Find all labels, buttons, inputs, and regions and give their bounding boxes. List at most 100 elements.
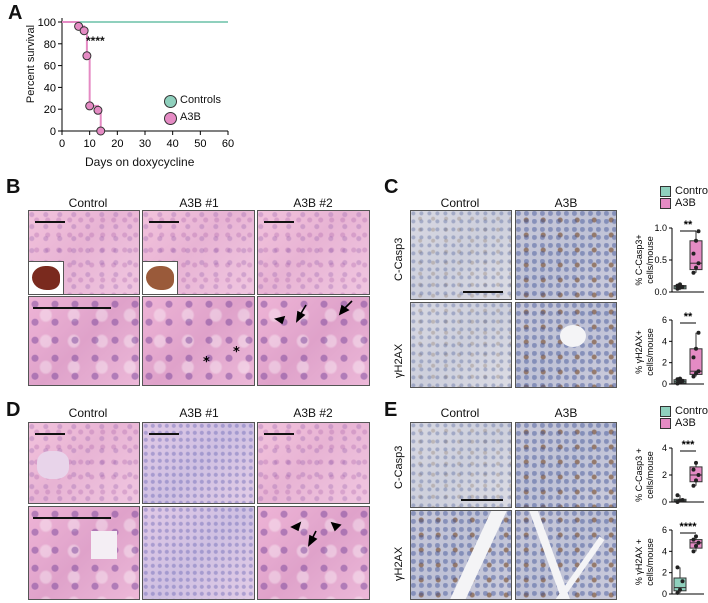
- scale-bar: [461, 499, 503, 501]
- panel-e-row-gh2ax: γH2AX: [393, 546, 405, 581]
- panel-d-col-a3b2: A3B #2: [293, 406, 333, 420]
- panel-c-col-control: Control: [440, 196, 480, 210]
- legend-a3b-label: A3B: [180, 111, 201, 123]
- islet: [91, 531, 117, 559]
- arrowhead-icon: [330, 521, 342, 532]
- data-point: [691, 549, 696, 554]
- arrow-head-icon: [307, 534, 318, 547]
- y-tick-label: 6: [662, 315, 667, 325]
- y-tick-label: 0: [50, 126, 56, 138]
- data-point: [696, 473, 701, 477]
- histology-d-a3b1-high: [142, 506, 255, 600]
- y-tick-label: 100: [38, 17, 56, 29]
- legend-a3b-swatch: [660, 198, 671, 209]
- arrow-annotations: [274, 300, 353, 325]
- data-point: [696, 369, 701, 374]
- scale-bar: [33, 307, 111, 309]
- scale-bar: [264, 221, 294, 223]
- panel-b-col-control: Control: [68, 196, 108, 210]
- histology-b-a3b2-high: [257, 296, 370, 386]
- liver-inset-control: [29, 261, 64, 294]
- y-tick-label: 6: [662, 525, 667, 535]
- arrow-head-icon: [295, 310, 306, 323]
- data-point: [85, 101, 95, 111]
- y-tick-label: 0: [662, 379, 667, 389]
- y-tick-label: 80: [44, 39, 56, 51]
- histology-b-a3b1-low: [142, 210, 255, 295]
- histology-b-control-low: [28, 210, 140, 295]
- data-point: [696, 540, 701, 545]
- y-tick-label: 4: [662, 336, 667, 346]
- data-point: [696, 229, 701, 234]
- data-point: [694, 534, 698, 539]
- data-point: [82, 51, 92, 61]
- data-point: [678, 587, 682, 592]
- legend-control-label: Control: [675, 185, 708, 197]
- vessel-lumen: [553, 536, 605, 599]
- y-tick-label: 20: [44, 104, 56, 116]
- y-axis-label: % C-Casp3+cells/mouse: [634, 234, 655, 285]
- panel-d-col-control: Control: [68, 406, 108, 420]
- data-point: [691, 355, 696, 360]
- x-tick-label: 0: [59, 138, 65, 150]
- ihc-c-control-ccasp3: [410, 210, 512, 300]
- panel-b-col-a3b2: A3B #2: [293, 196, 333, 210]
- survival-significance: ****: [86, 34, 105, 48]
- data-point: [696, 261, 701, 266]
- histology-b-control-high: [28, 296, 140, 386]
- y-tick-label: 0.5: [654, 255, 667, 265]
- y-tick-label: 2: [662, 470, 667, 480]
- histology-d-a3b2-low: [257, 422, 370, 504]
- liver-image: [32, 266, 60, 290]
- y-tick-label: 40: [44, 82, 56, 94]
- scale-bar: [33, 517, 111, 519]
- panel-b-col-a3b1: A3B #1: [179, 196, 219, 210]
- ihc-c-a3b-ccasp3: [515, 210, 617, 300]
- ihc-e-control-ccasp3: [410, 422, 512, 508]
- vessel-lumen: [560, 325, 586, 347]
- significance-label: **: [684, 311, 693, 323]
- y-tick-label: 1.0: [654, 223, 667, 233]
- panel-c-col-a3b: A3B: [554, 196, 578, 210]
- liver-inset-a3b: [143, 261, 178, 294]
- legend-a3b-label: A3B: [675, 197, 696, 209]
- islet: [37, 451, 69, 479]
- data-point: [691, 251, 696, 256]
- x-tick-label: 10: [84, 138, 96, 150]
- legend-control-swatch: [660, 186, 671, 197]
- panel-e-col-a3b: A3B: [554, 406, 578, 420]
- boxplot-e-ccasp3: 0 2 4 % C-Casp3 +cells/mouse ***: [634, 439, 704, 507]
- data-point: [691, 467, 696, 472]
- y-tick-label: 2: [662, 358, 667, 368]
- ihc-e-a3b-ccasp3: [515, 422, 617, 508]
- panel-d-col-a3b1: A3B #1: [179, 406, 219, 420]
- survival-xlabel: Days on doxycycline: [85, 155, 195, 169]
- asterisk-marker: *: [233, 345, 240, 360]
- x-tick-label: 40: [167, 138, 179, 150]
- data-point: [691, 537, 696, 542]
- panel-label-e: E: [384, 399, 398, 421]
- panel-e-row-ccasp3: C-Casp3: [393, 445, 405, 489]
- histology-d-a3b1-low: [142, 422, 255, 504]
- histology-b-a3b2-low: [257, 210, 370, 295]
- y-tick-label: 0: [662, 497, 667, 507]
- histology-b-a3b1-high: * *: [142, 296, 255, 386]
- scale-bar: [463, 291, 503, 293]
- data-point: [678, 376, 682, 381]
- data-point: [694, 460, 698, 465]
- ihc-e-a3b-gh2ax: [515, 510, 617, 600]
- data-point: [79, 26, 89, 36]
- boxplot-e-gh2ax: 0 2 4 6 % γH2AX +cells/mouse ****: [634, 521, 704, 599]
- legend-controls-marker: [164, 95, 177, 108]
- legend-a3b-swatch: [660, 418, 671, 429]
- boxplot-c-gh2ax: 0 2 4 6 % γH2AX+cells/mouse **: [634, 311, 704, 389]
- data-point: [691, 483, 696, 488]
- box-a3b: [689, 240, 703, 271]
- histology-d-control-low: [28, 422, 140, 504]
- legend-control-swatch: [660, 406, 671, 417]
- ihc-e-control-gh2ax: [410, 510, 512, 600]
- x-tick-label: 20: [111, 138, 123, 150]
- ihc-c-control-gh2ax: [410, 302, 512, 388]
- legend-controls-label: Controls: [180, 94, 221, 106]
- arrow-annotations: [290, 521, 342, 547]
